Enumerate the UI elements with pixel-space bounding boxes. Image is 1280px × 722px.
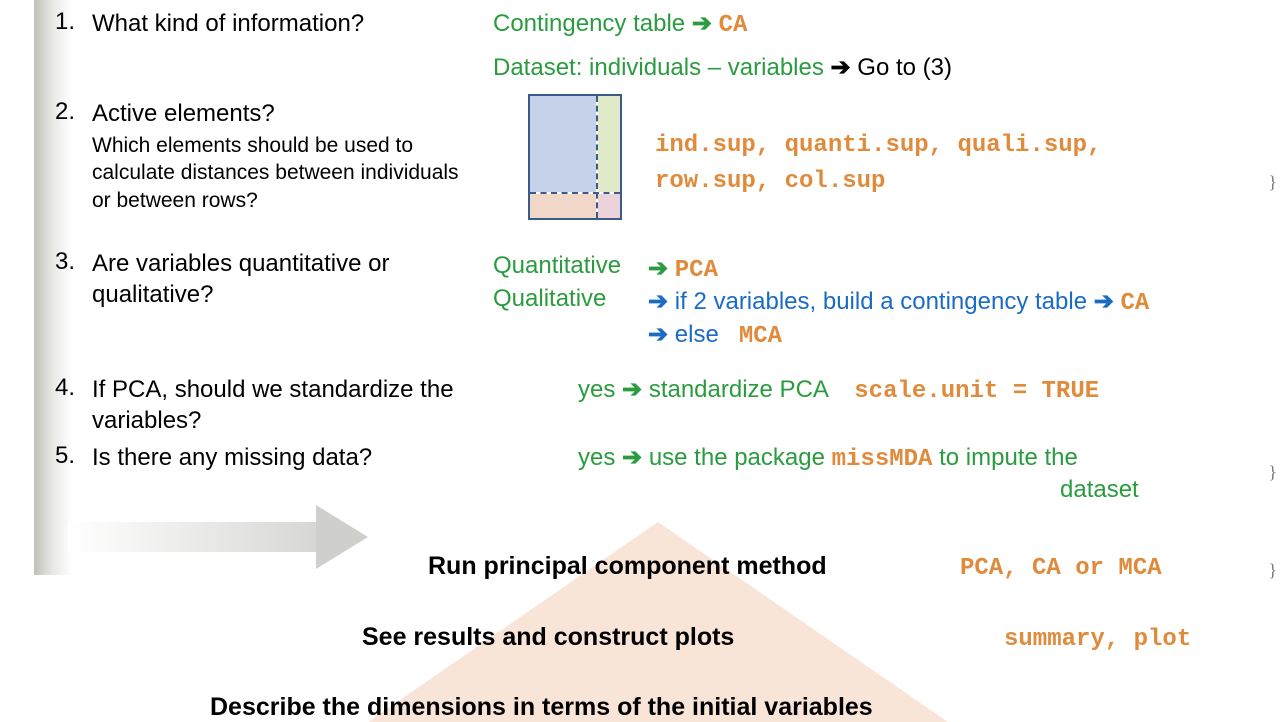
arrow-icon: ➔ [648, 321, 668, 348]
q3-number: 3. [55, 248, 75, 276]
q5-suffix-a: to impute the [939, 444, 1078, 471]
arrow-icon: ➔ [648, 255, 668, 282]
matrix-sup-cols [598, 96, 620, 192]
matrix-hline [530, 192, 620, 194]
q1-answer-a: Contingency table ➔ CA [493, 8, 747, 42]
q5-prefix: use the package [649, 444, 825, 471]
bottom-line-1: Run principal component method [428, 552, 827, 581]
data-matrix-diagram [528, 94, 622, 220]
bottom-line-3: Describe the dimensions in terms of the … [210, 693, 873, 722]
arrow-icon: ➔ [622, 376, 642, 403]
edge-mark: } [1268, 560, 1277, 581]
q3-text: Are variables quantitative or qualitativ… [92, 248, 472, 310]
q3-quant-code: PCA [675, 257, 718, 284]
q2-codes: ind.sup, quanti.sup, quali.sup, row.sup,… [655, 128, 1175, 200]
q3-qual-if-text: if 2 variables, build a contingency tabl… [675, 288, 1087, 315]
q2-number: 2. [55, 98, 75, 126]
q5-yes: yes [578, 444, 615, 471]
arrow-icon: ➔ [1094, 288, 1114, 315]
q4-code: scale.unit = TRUE [854, 378, 1099, 405]
q4-text: If PCA, should we standardize the variab… [92, 374, 482, 436]
matrix-corner [598, 194, 620, 218]
q2-subtext: Which elements should be used to calcula… [92, 132, 482, 214]
q3-qual-label: Qualitative [493, 283, 606, 315]
bottom-line-2: See results and construct plots [362, 623, 734, 652]
flow-arrow-icon [68, 505, 368, 569]
q3-qual-else: ➔ else MCA [648, 319, 782, 353]
q3-qual-else-code: MCA [739, 323, 782, 350]
q1-text: What kind of information? [92, 8, 472, 39]
q5-text: Is there any missing data? [92, 442, 482, 473]
matrix-active-region [530, 96, 596, 192]
q3-quant-result: ➔ PCA [648, 253, 718, 287]
q3-qual-if: ➔ if 2 variables, build a contingency ta… [648, 286, 1149, 320]
bottom-line-2-code: summary, plot [1004, 626, 1191, 653]
q5-suffix-b: dataset [1060, 474, 1139, 506]
q3-quant-label: Quantitative [493, 250, 621, 282]
q1b-prefix: Dataset: individuals – variables [493, 54, 824, 81]
arrow-icon: ➔ [622, 444, 642, 471]
q1-number: 1. [55, 8, 75, 36]
edge-mark: } [1268, 172, 1277, 193]
edge-mark: } [1268, 462, 1277, 483]
q5-number: 5. [55, 442, 75, 470]
arrow-icon: ➔ [648, 288, 668, 315]
q4-yes: yes [578, 376, 615, 403]
bottom-line-1-code: PCA, CA or MCA [960, 555, 1162, 582]
left-gradient-bar [34, 0, 72, 575]
q3-qual-else-text: else [675, 321, 719, 348]
q4-number: 4. [55, 374, 75, 402]
matrix-vline [596, 96, 598, 218]
arrow-icon: ➔ [692, 10, 712, 37]
q1-answer-b: Dataset: individuals – variables ➔ Go to… [493, 52, 952, 84]
q4-answer: yes ➔ standardize PCA scale.unit = TRUE [578, 374, 1099, 408]
arrow-icon: ➔ [831, 54, 851, 81]
q2-text: Active elements? [92, 98, 482, 129]
arrow-shaft [68, 522, 316, 552]
q1a-code: CA [719, 12, 748, 39]
q5-answer: yes ➔ use the package missMDA to impute … [578, 442, 1178, 476]
q1a-label: Contingency table [493, 10, 685, 37]
q5-pkg: missMDA [832, 446, 933, 473]
arrow-head [316, 505, 368, 569]
q1b-suffix: Go to (3) [857, 54, 952, 81]
matrix-sup-rows [530, 194, 596, 218]
q3-qual-if-code: CA [1121, 290, 1150, 317]
q4-action: standardize PCA [649, 376, 828, 403]
